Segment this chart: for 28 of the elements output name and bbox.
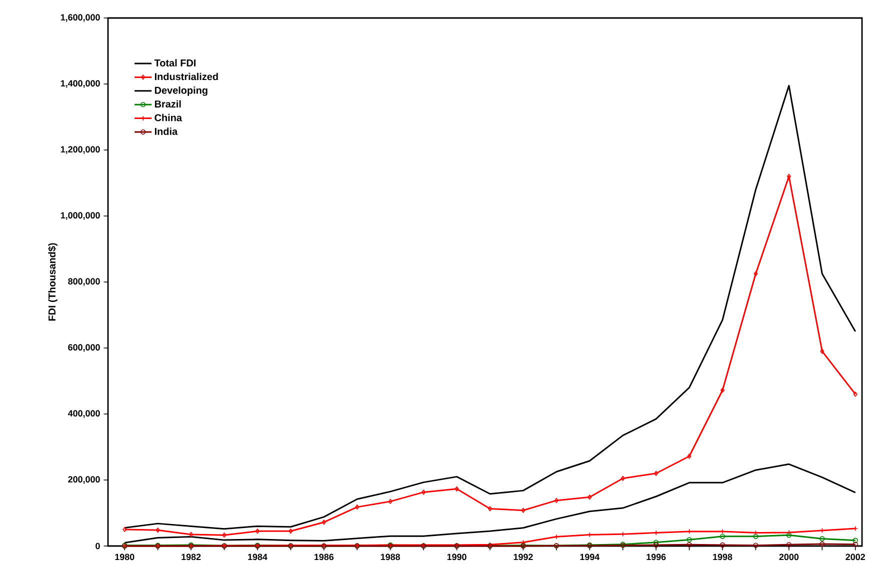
legend-label: Brazil [154,100,181,108]
x-tick-label: 1982 [182,554,201,560]
y-tick-label: 1,400,000 [60,80,100,88]
y-tick-label: 200,000 [68,476,100,484]
y-tick-label: 800,000 [68,278,100,286]
x-tick-label: 1994 [580,554,600,560]
x-tick-label: 1986 [314,554,334,560]
y-tick-label: 1,200,000 [60,146,100,154]
x-tick-label: 1990 [447,554,466,560]
y-tick-label: 0 [96,542,100,550]
y-tick-label: 400,000 [68,410,100,418]
legend-label: Total FDI [154,59,196,66]
x-tick-label: 2000 [779,554,799,560]
legend-label: Industrialized [154,72,218,80]
x-tick-label: 1984 [248,554,268,560]
x-tick-label: 1980 [115,554,134,560]
x-tick-label: 1988 [380,554,400,560]
y-tick-label: 1,000,000 [60,212,100,220]
legend-label: China [154,114,182,122]
y-tick-label: 1,600,000 [60,14,100,22]
y-axis-title: FDI (Thousand$) [48,243,58,321]
legend-label: India [154,128,178,135]
x-tick-label: 1992 [514,554,533,560]
y-tick-label: 600,000 [68,344,100,352]
legend-label: Developing [154,86,208,96]
x-tick-label: 1996 [646,554,666,560]
x-tick-label: 2002 [846,554,865,560]
x-tick-label: 1998 [713,554,732,560]
